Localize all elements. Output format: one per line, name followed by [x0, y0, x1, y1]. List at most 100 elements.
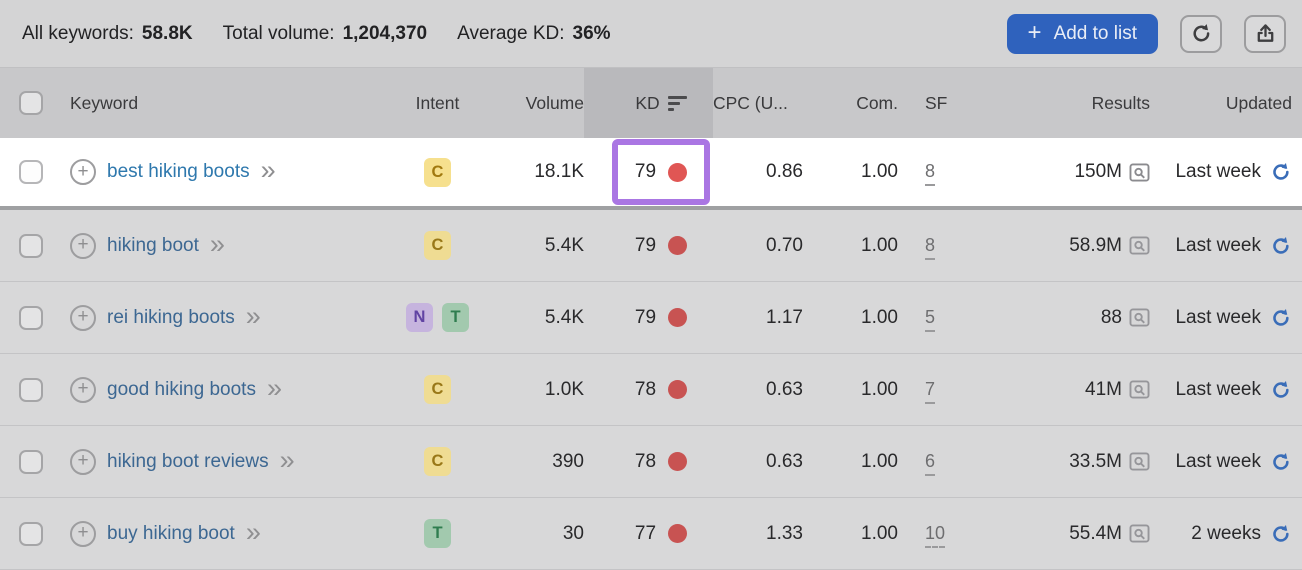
column-label: Intent — [415, 92, 460, 113]
column-header-keyword[interactable]: Keyword — [62, 68, 395, 138]
updated-value: Last week — [1175, 306, 1261, 328]
stat-value: 58.8K — [141, 22, 193, 44]
column-header-intent[interactable]: Intent — [395, 68, 480, 138]
updated-value: 2 weeks — [1191, 522, 1261, 544]
expand-chevrons-icon[interactable] — [246, 303, 261, 330]
stat-average-kd: Average KD: 36% — [457, 23, 610, 45]
column-header-sf[interactable]: SF — [898, 68, 960, 138]
kd-cell: 79 — [612, 285, 710, 351]
keyword-link[interactable]: buy hiking boot — [107, 522, 235, 544]
refresh-metrics-icon[interactable] — [1270, 379, 1292, 401]
serp-preview-icon[interactable] — [1129, 380, 1150, 399]
volume-value: 390 — [552, 450, 584, 472]
add-keyword-icon[interactable] — [70, 159, 96, 185]
intent-badge: T — [424, 519, 451, 548]
sf-value[interactable]: 6 — [925, 450, 936, 476]
kd-difficulty-dot-icon — [668, 308, 688, 327]
select-all-checkbox[interactable] — [19, 91, 43, 115]
keyword-link[interactable]: rei hiking boots — [107, 306, 235, 328]
sf-value[interactable]: 10 — [925, 522, 946, 548]
row-checkbox[interactable] — [19, 160, 43, 184]
serp-preview-icon[interactable] — [1129, 162, 1150, 182]
column-label: Results — [1091, 92, 1150, 113]
volume-value: 1.0K — [544, 378, 584, 400]
kd-cell: 78 — [612, 357, 710, 423]
volume-value: 30 — [562, 522, 584, 544]
add-keyword-icon[interactable] — [70, 304, 96, 331]
kd-value: 78 — [634, 450, 657, 472]
add-keyword-icon[interactable] — [70, 448, 96, 475]
volume-value: 5.4K — [544, 306, 584, 328]
serp-preview-icon[interactable] — [1129, 308, 1150, 327]
row-checkbox[interactable] — [19, 521, 43, 546]
column-label: CPC (U... — [713, 92, 788, 113]
column-header-volume[interactable]: Volume — [480, 68, 584, 138]
add-keyword-icon[interactable] — [70, 232, 96, 259]
kd-value: 79 — [634, 234, 657, 256]
export-button[interactable] — [1244, 14, 1286, 53]
refresh-metrics-icon[interactable] — [1270, 451, 1292, 473]
serp-preview-icon[interactable] — [1129, 524, 1150, 543]
intent-badge: N — [406, 303, 433, 332]
com-value: 1.00 — [861, 306, 898, 328]
expand-chevrons-icon[interactable] — [280, 447, 295, 474]
kd-value: 79 — [634, 306, 657, 328]
refresh-metrics-icon[interactable] — [1270, 307, 1292, 329]
column-label: Volume — [525, 92, 584, 113]
com-value: 1.00 — [861, 378, 898, 400]
keyword-link[interactable]: best hiking boots — [107, 161, 250, 182]
expand-chevrons-icon[interactable] — [246, 519, 261, 546]
cpc-value: 0.63 — [766, 450, 803, 472]
add-keyword-icon[interactable] — [70, 376, 96, 403]
results-value: 41M — [1085, 378, 1122, 400]
column-header-com[interactable]: Com. — [803, 68, 898, 138]
results-value: 58.9M — [1069, 234, 1122, 256]
sf-value[interactable]: 5 — [925, 306, 936, 332]
column-header-kd[interactable]: KD — [584, 68, 713, 138]
keyword-link[interactable]: hiking boot — [107, 234, 199, 256]
intent-badge: C — [424, 447, 451, 476]
expand-chevrons-icon[interactable] — [261, 157, 276, 184]
row-checkbox[interactable] — [19, 233, 43, 258]
com-value: 1.00 — [861, 161, 898, 182]
refresh-button[interactable] — [1180, 14, 1222, 53]
com-value: 1.00 — [861, 522, 898, 544]
expand-chevrons-icon[interactable] — [267, 375, 282, 402]
keyword-link[interactable]: hiking boot reviews — [107, 450, 269, 472]
kd-value: 79 — [634, 161, 657, 182]
updated-value: Last week — [1175, 378, 1261, 400]
table-row: good hiking boots C 1.0K 78 0.63 1.00 7 … — [0, 354, 1302, 426]
kd-difficulty-dot-icon — [668, 452, 688, 471]
table-row: best hiking boots C 18.1K 79 0.86 1.00 8… — [0, 138, 1302, 210]
kd-difficulty-dot-icon — [668, 380, 688, 399]
sf-value[interactable]: 7 — [925, 378, 936, 404]
add-keyword-icon[interactable] — [70, 520, 96, 547]
stat-value: 1,204,370 — [342, 22, 428, 44]
table-row: buy hiking boot T 30 77 1.33 1.00 10 55.… — [0, 498, 1302, 570]
expand-chevrons-icon[interactable] — [210, 231, 225, 258]
row-checkbox[interactable] — [19, 377, 43, 402]
table-header: Keyword Intent Volume KD CPC (U... Com. … — [0, 68, 1302, 138]
sf-value[interactable]: 8 — [925, 234, 936, 260]
sf-value[interactable]: 8 — [925, 161, 936, 186]
stat-value: 36% — [572, 22, 611, 44]
sort-descending-icon — [667, 95, 687, 111]
serp-preview-icon[interactable] — [1129, 452, 1150, 471]
export-icon — [1254, 22, 1277, 45]
add-to-list-button[interactable]: Add to list — [1006, 13, 1158, 54]
column-header-updated[interactable]: Updated — [1150, 68, 1302, 138]
keyword-link[interactable]: good hiking boots — [107, 378, 256, 400]
results-value: 33.5M — [1069, 450, 1122, 472]
column-header-results[interactable]: Results — [960, 68, 1150, 138]
refresh-metrics-icon[interactable] — [1270, 161, 1292, 183]
row-checkbox[interactable] — [19, 449, 43, 474]
cpc-value: 0.63 — [766, 378, 803, 400]
table-row: hiking boot C 5.4K 79 0.70 1.00 8 58.9M … — [0, 210, 1302, 282]
refresh-metrics-icon[interactable] — [1270, 235, 1292, 257]
serp-preview-icon[interactable] — [1129, 236, 1150, 255]
row-checkbox[interactable] — [19, 305, 43, 330]
updated-value: Last week — [1175, 450, 1261, 472]
com-value: 1.00 — [861, 450, 898, 472]
column-header-cpc[interactable]: CPC (U... — [713, 68, 803, 138]
refresh-metrics-icon[interactable] — [1270, 523, 1292, 545]
